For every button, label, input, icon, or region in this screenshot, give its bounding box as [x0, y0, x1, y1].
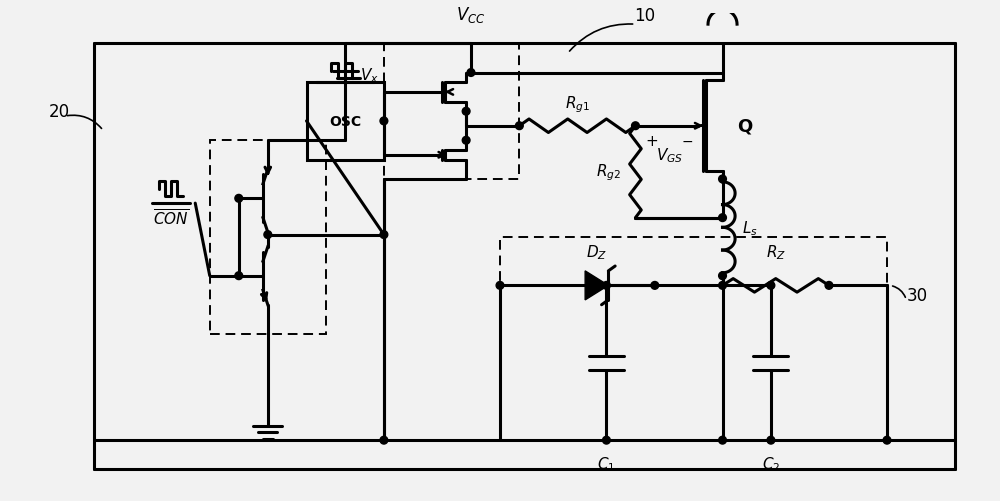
Circle shape [235, 272, 243, 280]
Circle shape [235, 195, 243, 203]
Circle shape [719, 176, 726, 183]
Text: $R_{g1}$: $R_{g1}$ [565, 94, 590, 115]
Text: $V_{GS}$: $V_{GS}$ [656, 146, 683, 165]
Circle shape [515, 123, 523, 130]
Bar [384, 45, 519, 179]
Text: $D_Z$: $D_Z$ [586, 243, 607, 262]
Text: 10: 10 [635, 7, 656, 25]
Circle shape [467, 70, 475, 77]
Text: $V_x$: $V_x$ [360, 66, 379, 85]
Circle shape [719, 272, 726, 280]
Bar [210, 141, 326, 334]
Circle shape [719, 436, 726, 444]
Circle shape [496, 282, 504, 290]
Polygon shape [585, 272, 608, 300]
Circle shape [825, 282, 833, 290]
Circle shape [767, 436, 775, 444]
Bar [500, 237, 887, 440]
Circle shape [380, 231, 388, 239]
Circle shape [603, 436, 610, 444]
Text: +: + [645, 133, 658, 148]
Circle shape [462, 108, 470, 116]
Text: $C_2$: $C_2$ [762, 455, 780, 473]
Text: Q: Q [737, 118, 752, 135]
Bar [307, 83, 384, 160]
Text: $R_{g2}$: $R_{g2}$ [596, 162, 621, 183]
Text: $C_1$: $C_1$ [597, 455, 616, 473]
Circle shape [380, 436, 388, 444]
Circle shape [719, 282, 726, 290]
Circle shape [462, 137, 470, 145]
Circle shape [632, 123, 639, 130]
Circle shape [380, 118, 388, 126]
Circle shape [603, 282, 610, 290]
Circle shape [651, 282, 659, 290]
Circle shape [767, 282, 775, 290]
Text: 30: 30 [906, 287, 927, 305]
Text: $-$: $-$ [681, 134, 693, 148]
Text: $V_{CC}$: $V_{CC}$ [456, 5, 486, 25]
Text: OSC: OSC [329, 115, 361, 129]
Text: $\overline{CON}$: $\overline{CON}$ [153, 208, 189, 228]
Circle shape [719, 214, 726, 222]
Text: 20: 20 [49, 103, 70, 121]
Text: $L_s$: $L_s$ [742, 218, 758, 237]
Circle shape [264, 231, 272, 239]
Text: $R_Z$: $R_Z$ [766, 243, 786, 262]
Circle shape [883, 436, 891, 444]
